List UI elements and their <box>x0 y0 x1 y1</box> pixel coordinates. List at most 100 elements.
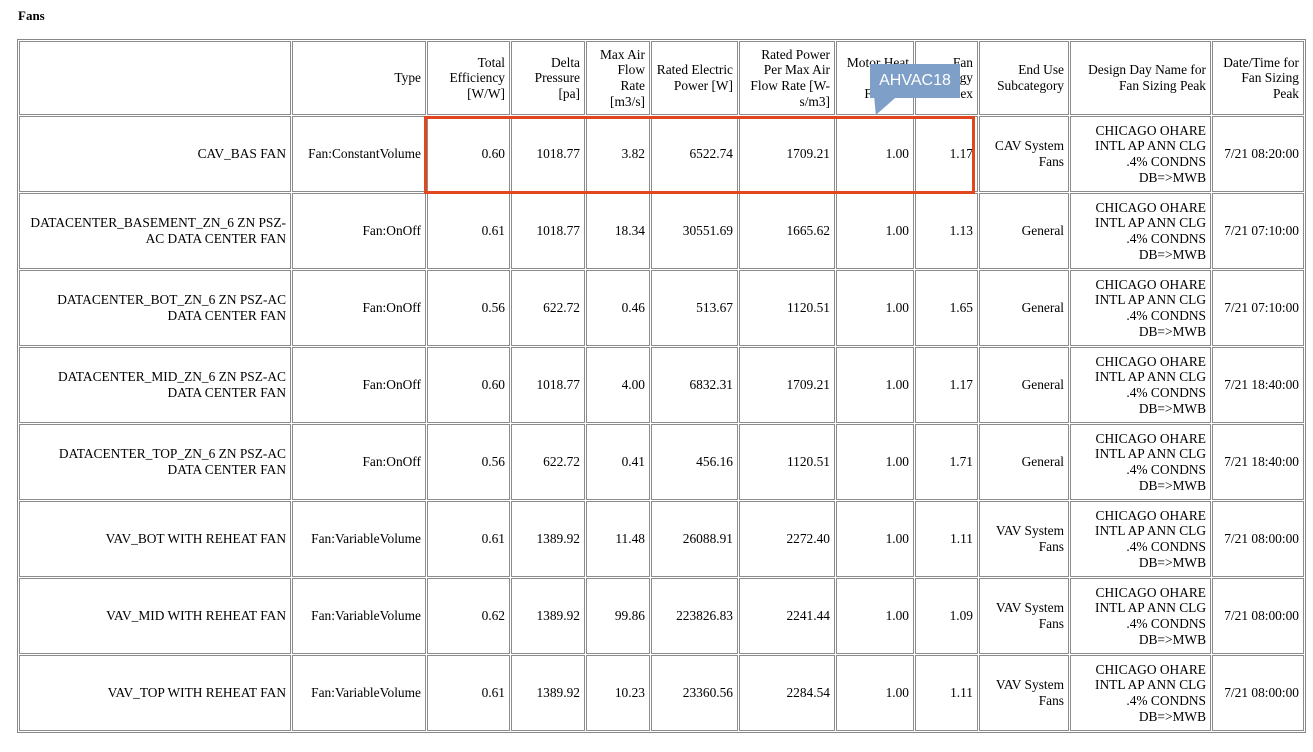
date-time-cell: 7/21 18:40:00 <box>1212 347 1304 423</box>
rated-power-per-flow-cell: 1709.21 <box>739 347 835 423</box>
header-type: Type <box>292 41 426 115</box>
header-name <box>19 41 291 115</box>
fan-name-cell: DATACENTER_BOT_ZN_6 ZN PSZ-AC DATA CENTE… <box>19 270 291 346</box>
fan-name-cell: DATACENTER_MID_ZN_6 ZN PSZ-AC DATA CENTE… <box>19 347 291 423</box>
rated-power-per-flow-cell: 1709.21 <box>739 116 835 192</box>
max-air-flow-cell: 10.23 <box>586 655 650 731</box>
fan-type-cell: Fan:OnOff <box>292 193 426 269</box>
fan-name-cell: VAV_BOT WITH REHEAT FAN <box>19 501 291 577</box>
total-efficiency-cell: 0.61 <box>427 193 510 269</box>
fan-name-cell: VAV_MID WITH REHEAT FAN <box>19 578 291 654</box>
rated-power-per-flow-cell: 1120.51 <box>739 424 835 500</box>
design-day-name-cell: CHICAGO OHARE INTL AP ANN CLG .4% CONDNS… <box>1070 578 1211 654</box>
rated-power-per-flow-cell: 2272.40 <box>739 501 835 577</box>
rated-electric-power-cell: 456.16 <box>651 424 738 500</box>
total-efficiency-cell: 0.56 <box>427 424 510 500</box>
total-efficiency-cell: 0.62 <box>427 578 510 654</box>
header-design-day-name: Design Day Name for Fan Sizing Peak <box>1070 41 1211 115</box>
delta-pressure-cell: 1018.77 <box>511 347 585 423</box>
total-efficiency-cell: 0.56 <box>427 270 510 346</box>
motor-heat-fraction-cell: 1.00 <box>836 424 914 500</box>
total-efficiency-cell: 0.60 <box>427 116 510 192</box>
delta-pressure-cell: 622.72 <box>511 424 585 500</box>
rated-electric-power-cell: 6832.31 <box>651 347 738 423</box>
motor-heat-fraction-cell: 1.00 <box>836 347 914 423</box>
design-day-name-cell: CHICAGO OHARE INTL AP ANN CLG .4% CONDNS… <box>1070 116 1211 192</box>
design-day-name-cell: CHICAGO OHARE INTL AP ANN CLG .4% CONDNS… <box>1070 655 1211 731</box>
table-row: CAV_BAS FAN Fan:ConstantVolume 0.60 1018… <box>19 116 1304 192</box>
fan-energy-index-cell: 1.17 <box>915 116 978 192</box>
rated-electric-power-cell: 6522.74 <box>651 116 738 192</box>
motor-heat-fraction-cell: 1.00 <box>836 501 914 577</box>
fan-energy-index-cell: 1.65 <box>915 270 978 346</box>
motor-heat-fraction-cell: 1.00 <box>836 578 914 654</box>
delta-pressure-cell: 1389.92 <box>511 655 585 731</box>
table-row: DATACENTER_TOP_ZN_6 ZN PSZ-AC DATA CENTE… <box>19 424 1304 500</box>
table-row: DATACENTER_MID_ZN_6 ZN PSZ-AC DATA CENTE… <box>19 347 1304 423</box>
end-use-subcategory-cell: General <box>979 347 1069 423</box>
date-time-cell: 7/21 08:00:00 <box>1212 655 1304 731</box>
fan-type-cell: Fan:VariableVolume <box>292 655 426 731</box>
fan-type-cell: Fan:OnOff <box>292 424 426 500</box>
table-row: DATACENTER_BOT_ZN_6 ZN PSZ-AC DATA CENTE… <box>19 270 1304 346</box>
max-air-flow-cell: 4.00 <box>586 347 650 423</box>
rated-power-per-flow-cell: 1120.51 <box>739 270 835 346</box>
motor-heat-fraction-cell: 1.00 <box>836 655 914 731</box>
rated-electric-power-cell: 223826.83 <box>651 578 738 654</box>
table-row: VAV_MID WITH REHEAT FAN Fan:VariableVolu… <box>19 578 1304 654</box>
max-air-flow-cell: 3.82 <box>586 116 650 192</box>
design-day-name-cell: CHICAGO OHARE INTL AP ANN CLG .4% CONDNS… <box>1070 193 1211 269</box>
total-efficiency-cell: 0.61 <box>427 501 510 577</box>
motor-heat-fraction-cell: 1.00 <box>836 270 914 346</box>
header-date-time: Date/Time for Fan Sizing Peak <box>1212 41 1304 115</box>
date-time-cell: 7/21 08:20:00 <box>1212 116 1304 192</box>
fan-energy-index-cell: 1.11 <box>915 655 978 731</box>
header-delta-pressure: Delta Pressure [pa] <box>511 41 585 115</box>
fan-energy-index-cell: 1.17 <box>915 347 978 423</box>
rated-electric-power-cell: 30551.69 <box>651 193 738 269</box>
date-time-cell: 7/21 07:10:00 <box>1212 270 1304 346</box>
rated-electric-power-cell: 23360.56 <box>651 655 738 731</box>
design-day-name-cell: CHICAGO OHARE INTL AP ANN CLG .4% CONDNS… <box>1070 270 1211 346</box>
date-time-cell: 7/21 08:00:00 <box>1212 501 1304 577</box>
max-air-flow-cell: 18.34 <box>586 193 650 269</box>
delta-pressure-cell: 1389.92 <box>511 501 585 577</box>
delta-pressure-cell: 1018.77 <box>511 116 585 192</box>
header-max-air-flow-rate: Max Air Flow Rate [m3/s] <box>586 41 650 115</box>
fan-name-cell: DATACENTER_TOP_ZN_6 ZN PSZ-AC DATA CENTE… <box>19 424 291 500</box>
fan-type-cell: Fan:OnOff <box>292 270 426 346</box>
rated-power-per-flow-cell: 1665.62 <box>739 193 835 269</box>
rated-power-per-flow-cell: 2241.44 <box>739 578 835 654</box>
fan-energy-index-cell: 1.09 <box>915 578 978 654</box>
max-air-flow-cell: 11.48 <box>586 501 650 577</box>
end-use-subcategory-cell: VAV System Fans <box>979 578 1069 654</box>
delta-pressure-cell: 622.72 <box>511 270 585 346</box>
design-day-name-cell: CHICAGO OHARE INTL AP ANN CLG .4% CONDNS… <box>1070 501 1211 577</box>
max-air-flow-cell: 99.86 <box>586 578 650 654</box>
date-time-cell: 7/21 07:10:00 <box>1212 193 1304 269</box>
end-use-subcategory-cell: VAV System Fans <box>979 501 1069 577</box>
date-time-cell: 7/21 18:40:00 <box>1212 424 1304 500</box>
fan-type-cell: Fan:ConstantVolume <box>292 116 426 192</box>
end-use-subcategory-cell: VAV System Fans <box>979 655 1069 731</box>
fan-energy-index-cell: 1.71 <box>915 424 978 500</box>
rated-electric-power-cell: 513.67 <box>651 270 738 346</box>
fan-name-cell: DATACENTER_BASEMENT_ZN_6 ZN PSZ-AC DATA … <box>19 193 291 269</box>
annotation-tooltip: AHVAC18 <box>870 64 960 98</box>
header-rated-electric-power: Rated Electric Power [W] <box>651 41 738 115</box>
delta-pressure-cell: 1018.77 <box>511 193 585 269</box>
total-efficiency-cell: 0.60 <box>427 347 510 423</box>
fan-type-cell: Fan:VariableVolume <box>292 578 426 654</box>
motor-heat-fraction-cell: 1.00 <box>836 193 914 269</box>
header-rated-power-per-flow: Rated Power Per Max Air Flow Rate [W-s/m… <box>739 41 835 115</box>
fan-energy-index-cell: 1.13 <box>915 193 978 269</box>
date-time-cell: 7/21 08:00:00 <box>1212 578 1304 654</box>
fan-energy-index-cell: 1.11 <box>915 501 978 577</box>
end-use-subcategory-cell: General <box>979 424 1069 500</box>
fans-table: Type Total Efficiency [W/W] Delta Pressu… <box>17 39 1306 733</box>
header-total-efficiency: Total Efficiency [W/W] <box>427 41 510 115</box>
motor-heat-fraction-cell: 1.00 <box>836 116 914 192</box>
end-use-subcategory-cell: General <box>979 270 1069 346</box>
page-title: Fans <box>18 8 45 23</box>
design-day-name-cell: CHICAGO OHARE INTL AP ANN CLG .4% CONDNS… <box>1070 347 1211 423</box>
